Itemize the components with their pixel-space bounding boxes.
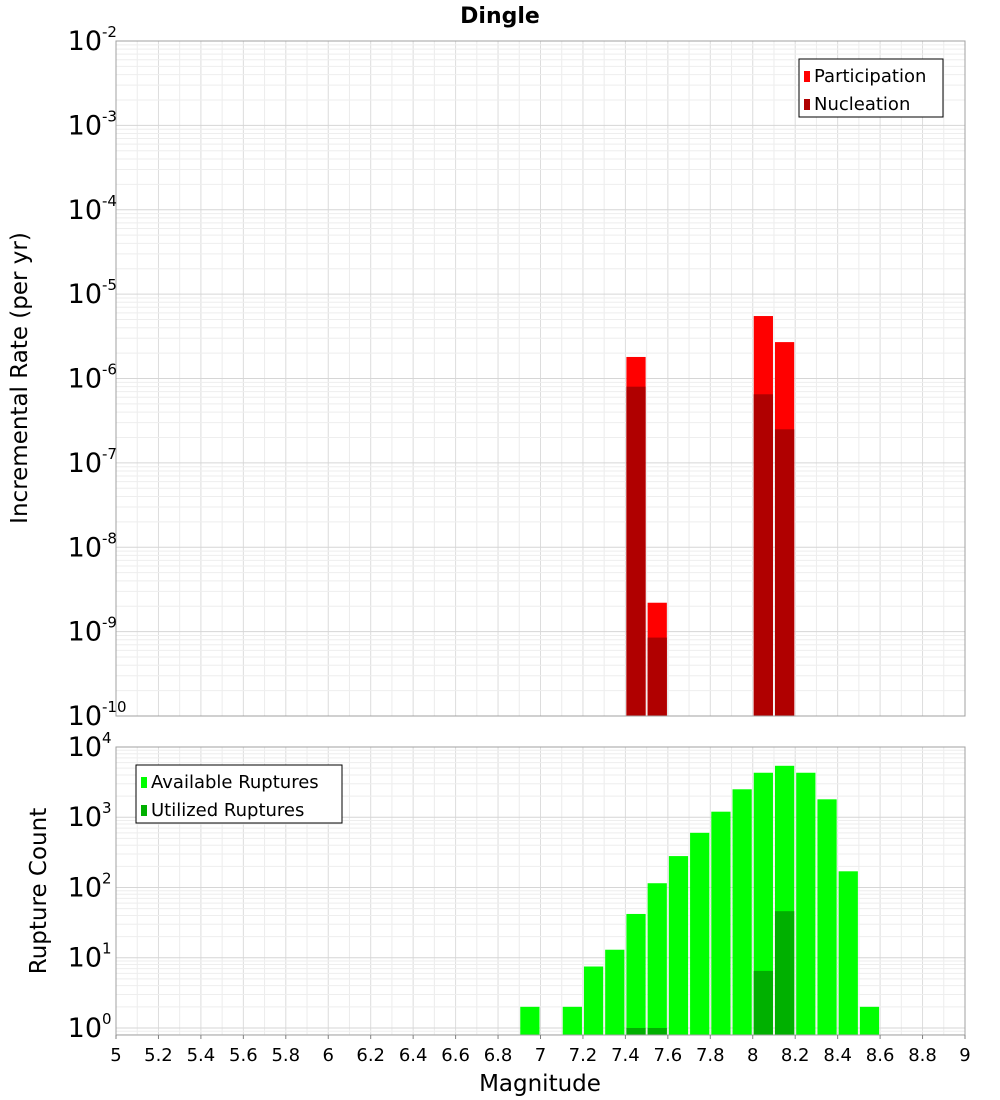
bottom-y-tick-label: 10: [68, 1013, 102, 1044]
top-bar-nucleation: [753, 394, 773, 716]
bottom-bar-available-ruptures: [668, 856, 689, 1035]
bottom-legend-label: Available Ruptures: [151, 772, 319, 793]
bottom-bar-available-ruptures: [838, 871, 858, 1035]
top-y-tick-label: 10: [68, 448, 102, 479]
x-tick-label: 5.8: [271, 1045, 300, 1066]
x-tick-label: 7.8: [696, 1045, 725, 1066]
bottom-y-tick-exponent: 3: [102, 799, 112, 817]
bottom-bar-available-ruptures: [859, 1006, 880, 1035]
bottom-bar-utilized-ruptures: [753, 970, 773, 1035]
x-tick-label: 9: [959, 1045, 970, 1066]
top-y-axis-label: Incremental Rate (per yr): [7, 232, 33, 524]
x-tick-label: 5.6: [229, 1045, 258, 1066]
bottom-legend: Available Ruptures Utilized Ruptures: [135, 764, 343, 824]
bottom-bar-available-ruptures: [605, 949, 625, 1035]
top-legend-swatch: [804, 99, 810, 110]
x-tick-label: 6.6: [441, 1045, 470, 1066]
bottom-bar-available-ruptures: [732, 789, 752, 1035]
bottom-bar-available-ruptures: [690, 832, 710, 1035]
x-axis-label: Magnitude: [479, 1071, 601, 1097]
bottom-legend-label: Utilized Ruptures: [151, 800, 304, 821]
top-legend: Participation Nucleation: [798, 58, 944, 118]
x-tick-label: 8.8: [908, 1045, 937, 1066]
bottom-legend-swatch: [141, 805, 147, 816]
top-bar-nucleation: [774, 429, 795, 716]
x-tick-label: 8.2: [781, 1045, 810, 1066]
bottom-bar-available-ruptures: [796, 772, 816, 1035]
top-legend-label: Nucleation: [814, 94, 910, 115]
top-y-tick-exponent: -5: [102, 276, 117, 294]
top-legend-swatch: [804, 71, 810, 82]
bottom-legend-box: [135, 764, 343, 824]
x-tick-label: 5: [110, 1045, 121, 1066]
bottom-y-tick-label: 10: [68, 802, 102, 833]
bottom-bar-available-ruptures: [520, 1006, 540, 1035]
bottom-y-tick-exponent: 1: [102, 940, 112, 958]
top-y-tick-exponent: -10: [102, 698, 127, 716]
bottom-y-tick-label: 10: [68, 872, 102, 903]
bottom-bar-available-ruptures: [583, 966, 604, 1035]
bottom-y-axis-label: Rupture Count: [26, 808, 52, 974]
x-tick-label: 5.4: [187, 1045, 216, 1066]
chart-title: Dingle: [460, 4, 540, 29]
top-y-tick-label: 10: [68, 279, 102, 310]
x-tick-label: 7.4: [611, 1045, 640, 1066]
x-tick-label: 7: [535, 1045, 546, 1066]
top-y-tick-exponent: -6: [102, 361, 117, 379]
top-y-tick-exponent: -2: [102, 23, 117, 41]
x-tick-label: 6.8: [484, 1045, 513, 1066]
bottom-y-tick-exponent: 0: [102, 1010, 112, 1028]
bottom-y-tick-label: 10: [68, 732, 102, 763]
bottom-bar-available-ruptures: [562, 1006, 582, 1035]
bottom-legend-swatch: [141, 777, 147, 788]
x-tick-label: 8: [747, 1045, 758, 1066]
bottom-bar-utilized-ruptures: [774, 911, 795, 1035]
x-tick-label: 7.6: [654, 1045, 683, 1066]
top-y-tick-exponent: -9: [102, 614, 117, 632]
bottom-y-tick-exponent: 4: [102, 729, 112, 747]
top-y-tick-label: 10: [68, 364, 102, 395]
x-tick-label: 6.4: [399, 1045, 428, 1066]
bottom-y-tick-label: 10: [68, 943, 102, 974]
bottom-y-tick-exponent: 2: [102, 869, 112, 887]
top-y-tick-exponent: -8: [102, 529, 117, 547]
top-y-tick-label: 10: [68, 26, 102, 57]
top-y-tick-label: 10: [68, 195, 102, 226]
top-bar-nucleation: [647, 637, 667, 716]
top-y-tick-label: 10: [68, 532, 102, 563]
x-tick-label: 8.4: [823, 1045, 852, 1066]
x-tick-label: 6: [323, 1045, 334, 1066]
top-y-tick-label: 10: [68, 110, 102, 141]
bottom-bar-available-ruptures: [753, 772, 773, 1035]
top-y-tick-label: 10: [68, 701, 102, 732]
x-tick-label: 6.2: [356, 1045, 385, 1066]
top-bar-nucleation: [626, 386, 646, 716]
x-tick-label: 8.6: [866, 1045, 895, 1066]
top-plot-frame: [115, 40, 966, 717]
bottom-bar-utilized-ruptures: [626, 1027, 646, 1035]
top-plot-area: [115, 40, 966, 717]
bottom-bar-available-ruptures: [711, 811, 731, 1035]
top-legend-label: Participation: [814, 66, 926, 87]
top-legend-box: [798, 58, 944, 118]
top-y-tick-label: 10: [68, 617, 102, 648]
bottom-bar-available-ruptures: [817, 799, 837, 1035]
x-tick-label: 7.2: [569, 1045, 598, 1066]
top-y-tick-exponent: -3: [102, 107, 117, 125]
bottom-bar-utilized-ruptures: [647, 1027, 667, 1035]
bottom-bar-available-ruptures: [626, 913, 646, 1035]
x-tick-label: 5.2: [144, 1045, 173, 1066]
top-y-tick-exponent: -4: [102, 192, 117, 210]
top-y-tick-exponent: -7: [102, 445, 117, 463]
bottom-bar-available-ruptures: [647, 883, 667, 1035]
